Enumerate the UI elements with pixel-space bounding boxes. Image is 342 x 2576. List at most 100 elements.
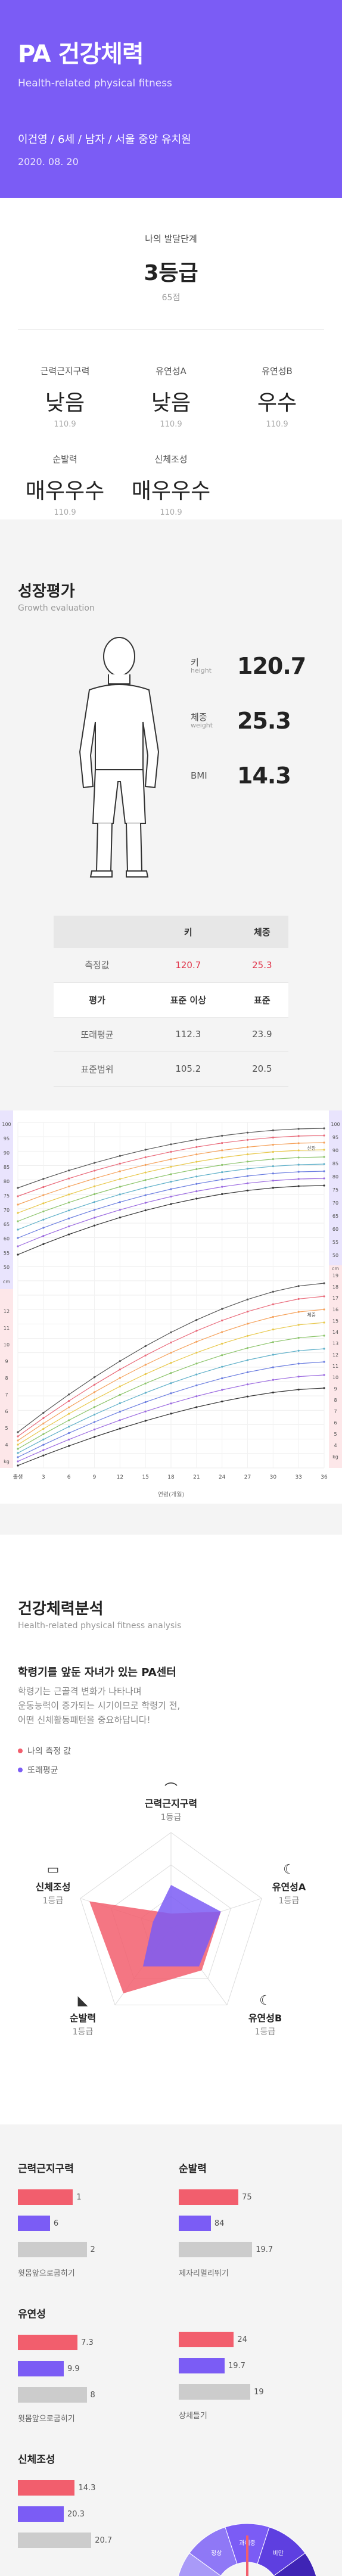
- height-point: [144, 1149, 147, 1151]
- bar-footer: 제자리멀리뛰기: [179, 2269, 229, 2278]
- height-point: [93, 1209, 96, 1211]
- weight-point: [246, 1359, 249, 1361]
- weight-point: [272, 1391, 274, 1393]
- weight-point: [246, 1310, 249, 1313]
- metric-label: BMI: [191, 770, 207, 781]
- weight-point: [272, 1354, 274, 1356]
- x-tick-label: 12: [117, 1474, 123, 1480]
- stat-item: 순발력 매우우수 110.9: [12, 453, 118, 517]
- height-point: [144, 1179, 147, 1181]
- weight-point: [17, 1460, 19, 1463]
- bar-group: 24 19.7 19 상체들기: [179, 2306, 324, 2423]
- weight-point: [170, 1392, 172, 1395]
- weight-point: [246, 1395, 249, 1398]
- height-point: [42, 1178, 45, 1180]
- weight-point: [170, 1341, 172, 1344]
- table-cell: 20.5: [235, 1051, 288, 1087]
- bar-value: 2: [90, 2245, 95, 2254]
- weight-point: [195, 1351, 198, 1354]
- gauge-label: 비만: [273, 2550, 284, 2557]
- height-point: [195, 1138, 198, 1141]
- weight-point: [42, 1411, 45, 1414]
- y-tick-label: 75: [332, 1187, 338, 1193]
- height-point: [170, 1180, 172, 1183]
- bar-std: [18, 2533, 92, 2548]
- y-tick-label: 15: [332, 1318, 338, 1324]
- weight-point: [68, 1419, 70, 1421]
- height-point: [272, 1187, 274, 1189]
- height-point: [68, 1201, 70, 1203]
- radar-chart: ⌒ 근력근지구력 1등급 ☾ 유연성A 1등급 ☾ 유연성B 1등급 ◣ 순발력…: [0, 1779, 342, 2113]
- height-point: [170, 1150, 172, 1153]
- y-tick-label: 4: [334, 1443, 337, 1448]
- height-point: [297, 1171, 300, 1173]
- height-point: [272, 1129, 274, 1131]
- height-point: [323, 1134, 325, 1137]
- profile-info: 이건영 / 6세 / 남자 / 서울 중앙 유치원: [18, 133, 191, 146]
- y-tick-label: 50: [4, 1265, 10, 1270]
- stat-value: 우수: [257, 391, 297, 415]
- y-tick-label: 60: [332, 1227, 338, 1232]
- height-point: [297, 1178, 300, 1180]
- bar-value: 8: [90, 2390, 95, 2400]
- weight-point: [221, 1331, 223, 1333]
- weight-point: [93, 1406, 96, 1408]
- metric-height: 키 height 120.7: [191, 639, 328, 693]
- y-tick-label: 65: [4, 1222, 10, 1227]
- bar-std: [179, 2242, 253, 2257]
- height-point: [17, 1245, 19, 1247]
- x-tick-label: 출생: [13, 1474, 23, 1480]
- weight-point: [68, 1426, 70, 1428]
- stat-sub: 110.9: [54, 508, 76, 517]
- bar-avg: [179, 2358, 225, 2373]
- bar-mine: [179, 2189, 239, 2205]
- height-point: [323, 1177, 325, 1180]
- stat-item: 근력근지구력 낮음 110.9: [12, 365, 118, 429]
- weight-point: [221, 1377, 223, 1380]
- bar-group-title: 근력근지구력: [18, 2163, 74, 2175]
- y-tick-label: 12: [332, 1352, 338, 1358]
- header: PA 건강체력 Health-related physical fitness …: [0, 0, 342, 198]
- height-point: [119, 1178, 121, 1180]
- y-tick-label: 11: [332, 1364, 338, 1369]
- radar-label: ▭ 신체조성 1등급: [14, 1862, 92, 1906]
- height-point: [195, 1190, 198, 1193]
- bar-group-title: 신체조성: [18, 2454, 55, 2466]
- y-tick-label: kg: [4, 1459, 10, 1464]
- height-point: [144, 1156, 147, 1159]
- bar-value: 20.7: [95, 2535, 113, 2545]
- bar-value: 19.7: [228, 2361, 245, 2370]
- radar-label-grade: 1등급: [278, 1896, 300, 1906]
- height-point: [42, 1210, 45, 1213]
- table-cell: 측정값: [54, 948, 141, 983]
- y-tick-label: 4: [5, 1442, 8, 1448]
- report-date: 2020. 08. 20: [18, 156, 79, 167]
- height-point: [42, 1227, 45, 1229]
- weight-point: [323, 1282, 325, 1284]
- weight-point: [42, 1443, 45, 1446]
- y-tick-label: 90: [332, 1148, 338, 1153]
- y-tick-label: 100: [331, 1122, 340, 1127]
- height-point: [170, 1203, 172, 1205]
- height-point: [93, 1162, 96, 1164]
- metric-value: 14.3: [237, 763, 291, 789]
- y-tick-label: 55: [332, 1240, 338, 1245]
- weight-point: [68, 1438, 70, 1441]
- height-point: [119, 1162, 121, 1165]
- height-point: [17, 1220, 19, 1222]
- stat-sub: 110.9: [160, 508, 182, 517]
- weight-point: [246, 1334, 249, 1337]
- weight-point: [144, 1410, 147, 1413]
- table-header: 키: [140, 916, 236, 948]
- y-tick-label: 70: [332, 1200, 338, 1206]
- height-point: [68, 1169, 70, 1172]
- height-point: [323, 1184, 325, 1187]
- height-point: [195, 1168, 198, 1171]
- bar-mine: [18, 2480, 75, 2496]
- height-point: [195, 1146, 198, 1148]
- laptop-icon: ▭: [46, 1862, 60, 1877]
- height-point: [246, 1161, 249, 1163]
- bar-row: 6: [18, 2214, 163, 2232]
- weight-point: [246, 1323, 249, 1325]
- radar-label-grade: 1등급: [42, 1896, 64, 1906]
